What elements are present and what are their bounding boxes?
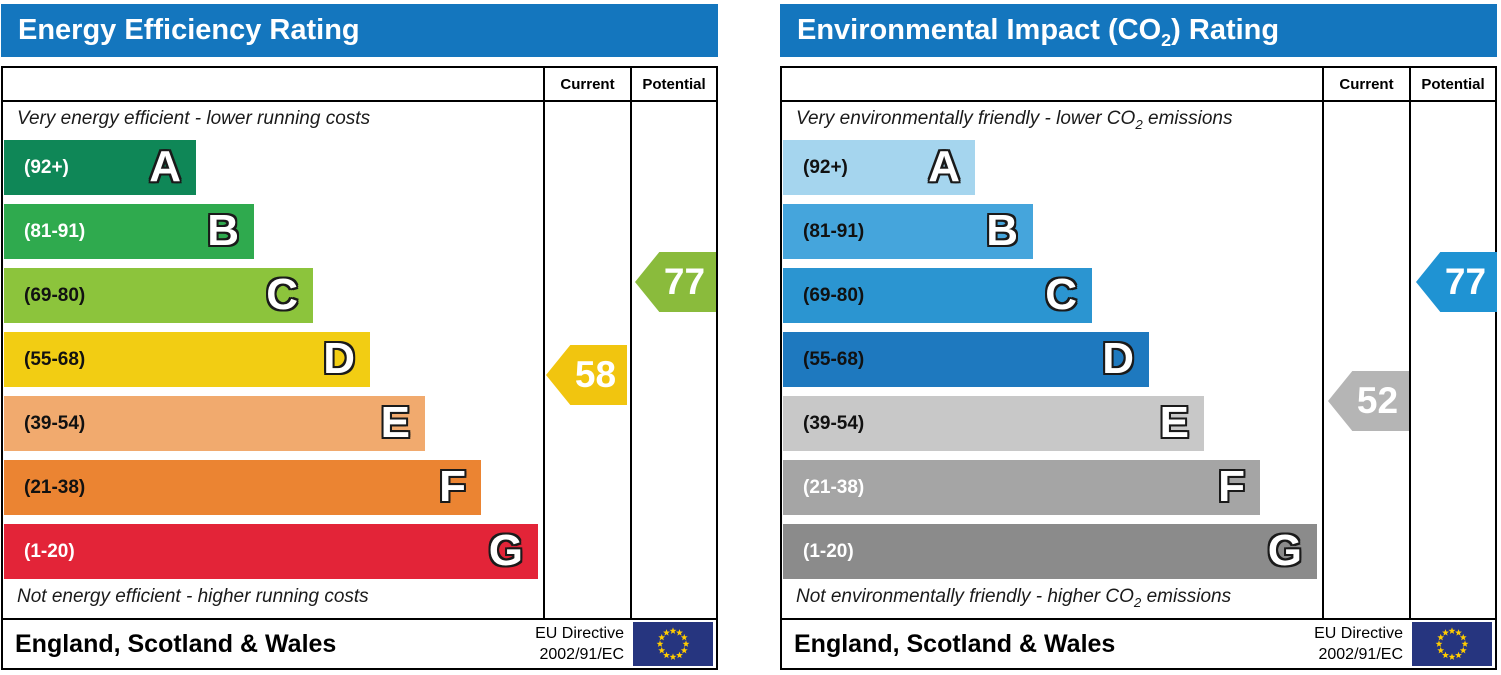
band-g: (1-20) G xyxy=(783,524,1317,579)
band-f: (21-38) F xyxy=(4,460,481,515)
potential-column-header: Potential xyxy=(642,75,706,93)
band-letter: C xyxy=(1045,269,1077,319)
band-c: (69-80) C xyxy=(783,268,1092,323)
bottom-caption: Not environmentally friendly - higher CO… xyxy=(796,586,1231,610)
band-range-label: (69-80) xyxy=(24,284,86,306)
band-a: (92+) A xyxy=(4,140,196,195)
band-letter: F xyxy=(1218,461,1245,511)
band-b: (81-91) B xyxy=(783,204,1033,259)
region-label: England, Scotland & Wales xyxy=(15,629,337,658)
potential-rating-value: 77 xyxy=(1444,261,1487,302)
band-letter: C xyxy=(266,269,298,319)
band-letter: B xyxy=(986,205,1018,255)
column-divider xyxy=(1322,68,1324,618)
band-e: (39-54) E xyxy=(4,396,425,451)
band-range-label: (1-20) xyxy=(24,540,75,562)
potential-rating-arrow: 77 xyxy=(635,252,716,312)
eu-directive-line1: EU Directive xyxy=(535,625,624,642)
current-column-header: Current xyxy=(560,75,615,93)
current-rating-arrow: 52 xyxy=(1328,371,1409,431)
column-header-row: Current Potential xyxy=(782,68,1495,102)
band-range-label: (21-38) xyxy=(803,476,865,498)
band-letter: D xyxy=(323,333,355,383)
band-letter: B xyxy=(207,205,239,255)
band-d: (55-68) D xyxy=(4,332,370,387)
panel-title-suffix: ) Rating xyxy=(1171,14,1280,46)
eu-directive-line2: 2002/91/EC xyxy=(539,646,624,663)
band-letter: E xyxy=(380,397,410,447)
rating-chart: Current Potential Very energy efficient … xyxy=(1,66,718,620)
band-range-label: (55-68) xyxy=(24,348,86,370)
panel-title-bar: Environmental Impact (CO2) Rating xyxy=(780,4,1497,57)
top-caption-suffix: emissions xyxy=(1142,108,1233,129)
bottom-caption: Not energy efficient - higher running co… xyxy=(17,586,369,610)
potential-rating-arrow: 77 xyxy=(1416,252,1497,312)
current-rating-value: 58 xyxy=(574,354,617,395)
region-label: England, Scotland & Wales xyxy=(794,629,1116,658)
band-range-label: (39-54) xyxy=(24,412,86,434)
band-b: (81-91) B xyxy=(4,204,254,259)
bottom-caption-subscript: 2 xyxy=(1133,594,1142,610)
column-divider xyxy=(1409,68,1411,618)
band-range-label: (21-38) xyxy=(24,476,86,498)
bottom-caption-text: Not environmentally friendly - higher CO xyxy=(796,586,1134,607)
eu-directive-line1: EU Directive xyxy=(1314,625,1403,642)
panel-title: Energy Efficiency Rating xyxy=(18,14,360,46)
energy-efficiency-panel: Energy Efficiency Rating Current Potenti… xyxy=(1,4,718,672)
eu-directive-label: EU Directive 2002/91/EC xyxy=(1314,623,1403,665)
band-letter: G xyxy=(1267,525,1302,575)
column-divider xyxy=(630,68,632,618)
top-caption: Very energy efficient - lower running co… xyxy=(17,108,370,132)
band-range-label: (69-80) xyxy=(803,284,865,306)
band-range-label: (1-20) xyxy=(803,540,854,562)
band-letter: G xyxy=(488,525,523,575)
top-caption-text: Very energy efficient - lower running co… xyxy=(17,108,371,129)
environmental-impact-panel: Environmental Impact (CO2) Rating Curren… xyxy=(780,4,1497,672)
band-range-label: (92+) xyxy=(803,156,848,178)
band-d: (55-68) D xyxy=(783,332,1149,387)
band-range-label: (81-91) xyxy=(24,220,86,242)
rating-chart: Current Potential Very environmentally f… xyxy=(780,66,1497,620)
band-range-label: (81-91) xyxy=(803,220,865,242)
band-a: (92+) A xyxy=(783,140,975,195)
column-divider xyxy=(543,68,545,618)
band-f: (21-38) F xyxy=(783,460,1260,515)
bottom-caption-text: Not energy efficient - higher running co… xyxy=(17,586,369,607)
band-range-label: (55-68) xyxy=(803,348,865,370)
top-caption: Very environmentally friendly - lower CO… xyxy=(796,108,1232,132)
potential-column-header: Potential xyxy=(1421,75,1485,93)
band-range-label: (39-54) xyxy=(803,412,865,434)
eu-flag-icon xyxy=(633,622,713,666)
current-rating-arrow: 58 xyxy=(546,345,627,405)
eu-directive-label: EU Directive 2002/91/EC xyxy=(535,623,624,665)
top-caption-text: Very environmentally friendly - lower CO xyxy=(796,108,1136,129)
current-column-header: Current xyxy=(1339,75,1394,93)
bottom-caption-suffix: emissions xyxy=(1141,586,1232,607)
band-letter: A xyxy=(149,141,181,191)
chart-footer: England, Scotland & Wales EU Directive 2… xyxy=(780,618,1497,670)
panel-title-bar: Energy Efficiency Rating xyxy=(1,4,718,57)
current-rating-value: 52 xyxy=(1356,380,1399,421)
band-letter: D xyxy=(1102,333,1134,383)
panel-title-subscript: 2 xyxy=(1161,29,1172,50)
top-caption-subscript: 2 xyxy=(1135,116,1143,132)
band-letter: A xyxy=(928,141,960,191)
band-c: (69-80) C xyxy=(4,268,313,323)
band-e: (39-54) E xyxy=(783,396,1204,451)
column-header-row: Current Potential xyxy=(3,68,716,102)
band-letter: E xyxy=(1159,397,1189,447)
panel-title: Environmental Impact (CO xyxy=(797,14,1162,46)
chart-footer: England, Scotland & Wales EU Directive 2… xyxy=(1,618,718,670)
band-letter: F xyxy=(439,461,466,511)
potential-rating-value: 77 xyxy=(663,261,706,302)
eu-flag-icon xyxy=(1412,622,1492,666)
band-g: (1-20) G xyxy=(4,524,538,579)
eu-directive-line2: 2002/91/EC xyxy=(1318,646,1403,663)
band-range-label: (92+) xyxy=(24,156,69,178)
